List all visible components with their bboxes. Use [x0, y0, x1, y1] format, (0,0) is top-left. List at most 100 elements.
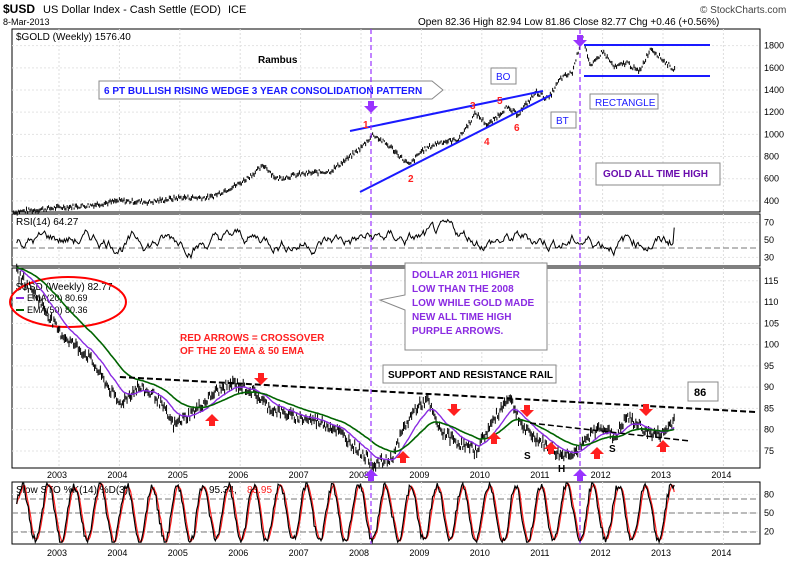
y-tick-label: 50	[764, 508, 774, 518]
gold-price-series	[13, 35, 676, 216]
y-tick-label: 95	[764, 361, 774, 371]
hs-head: H	[558, 464, 565, 475]
year-label: 2005	[168, 548, 188, 558]
hs-right-shoulder: S	[609, 444, 616, 455]
dollar-2011-low-arrow	[573, 469, 587, 481]
year-label: 2005	[168, 470, 188, 480]
year-label: 2012	[591, 470, 611, 480]
rectangle-label: RECTANGLE	[595, 98, 656, 109]
year-label: 2004	[107, 548, 127, 558]
rsi-line	[16, 218, 675, 260]
dollar-text-line-5: PURPLE ARROWS.	[412, 326, 504, 337]
y-tick-label: 400	[764, 196, 779, 206]
year-label: 2014	[711, 548, 731, 558]
dollar-text-line-4: NEW ALL TIME HIGH	[412, 312, 511, 323]
y-tick-label: 70	[764, 218, 774, 228]
x-axis-labels: 2003 2003 2004 2004 2005 2005 2006 2006 2007 2007…	[47, 470, 731, 558]
crossover-arrow	[639, 404, 653, 416]
wedge-point-5: 5	[497, 96, 503, 107]
year-label: 2008	[349, 470, 369, 480]
ema20-line	[16, 267, 675, 461]
year-label: 2007	[289, 470, 309, 480]
resistance-rail	[119, 376, 757, 413]
dollar-text-line-1: DOLLAR 2011 HIGHER	[412, 270, 521, 281]
y-tick-label: 100	[764, 340, 779, 350]
crossover-label-2: OF THE 20 EMA & 50 EMA	[180, 346, 304, 357]
rsi-panel-title: RSI(14) 64.27	[16, 217, 79, 228]
y-tick-label: 90	[764, 382, 774, 392]
bt-callout-box	[550, 111, 577, 129]
y-tick-label: 1200	[764, 107, 784, 117]
bo-callout-box	[490, 67, 517, 85]
year-label: 2008	[349, 548, 369, 558]
y-tick-label: 1800	[764, 41, 784, 51]
usd-panel-title: $USD (Weekly) 82.77	[16, 282, 113, 293]
author-label: Rambus	[258, 55, 298, 66]
dollar-text-line-2: LOW THAN THE 2008	[412, 284, 514, 295]
y-tick-label: 600	[764, 174, 779, 184]
y-tick-label: 1000	[764, 129, 784, 139]
wedge-point-4: 4	[484, 137, 490, 148]
crossover-arrow	[590, 447, 604, 459]
bo-label: BO	[496, 72, 511, 83]
crossover-label-1: RED ARROWS = CROSSOVER	[180, 333, 325, 344]
gold-panel-title: $GOLD (Weekly) 1576.40	[16, 32, 131, 43]
chart-date: 8-Mar-2013	[3, 17, 50, 27]
ath-callout-box	[595, 162, 721, 186]
wedge-callout-box	[98, 80, 444, 100]
gold-2008-arrow	[364, 101, 378, 113]
chart-exchange: ICE	[228, 4, 246, 16]
crossover-arrow	[544, 442, 558, 454]
hs-left-shoulder: S	[524, 451, 531, 462]
dollar-text-line-3: LOW WHILE GOLD MADE	[412, 298, 535, 309]
brand-label: © StockCharts.com	[700, 5, 786, 16]
dollar-2008-low-arrow	[364, 469, 378, 481]
y-tick-label: 110	[764, 297, 778, 307]
y-tick-label: 20	[764, 527, 774, 537]
rectangle-callout-box	[589, 93, 659, 110]
wedge-point-3: 3	[470, 101, 476, 112]
y-axis-ticks: 1800 1600 1400 1200 1000 800 600 400 70 50 30 115 11…	[764, 41, 784, 537]
y-tick-label: 800	[764, 152, 779, 162]
y-tick-label: 105	[764, 318, 779, 328]
sto-k-value: 95.34,	[209, 485, 237, 496]
crossover-arrow	[447, 404, 461, 416]
year-label: 2006	[228, 470, 248, 480]
year-label: 2013	[651, 548, 671, 558]
chart-symbol: $USD	[3, 2, 35, 16]
rail-callout-box	[382, 364, 557, 384]
year-label: 2010	[470, 548, 490, 558]
y-tick-label: 115	[764, 276, 778, 286]
year-label: 2009	[409, 470, 429, 480]
ema20-legend: EMA(20) 80.69	[27, 293, 88, 303]
dollar-callout-box	[378, 262, 548, 351]
wedge-upper-line	[349, 90, 544, 132]
y-tick-label: 85	[764, 403, 774, 413]
sto-d-value: 83.95	[247, 485, 272, 496]
ath-label: GOLD ALL TIME HIGH	[603, 169, 708, 180]
y-tick-label: 1400	[764, 85, 784, 95]
year-label: 2003	[47, 548, 67, 558]
ohlc-readout: Open 82.36 High 82.94 Low 81.86 Close 82…	[418, 17, 719, 28]
y-tick-label: 30	[764, 252, 774, 262]
crossover-arrow	[205, 414, 219, 426]
chart-symbol-name: US Dollar Index - Cash Settle (EOD)	[43, 4, 221, 16]
wedge-lower-line	[359, 94, 552, 193]
y-tick-label: 1600	[764, 63, 784, 73]
y-tick-label: 80	[764, 425, 774, 435]
year-label: 2012	[591, 548, 611, 558]
year-label: 2004	[107, 470, 127, 480]
year-label: 2014	[711, 470, 731, 480]
ema50-line	[16, 266, 675, 453]
arrow-markers	[205, 35, 670, 481]
crossover-arrow	[656, 440, 670, 452]
year-label: 2009	[409, 548, 429, 558]
y-tick-label: 50	[764, 235, 774, 245]
year-label: 2010	[470, 470, 490, 480]
y-tick-label: 75	[764, 446, 774, 456]
wedge-point-1: 1	[363, 120, 369, 131]
year-label: 2007	[289, 548, 309, 558]
year-label: 2011	[530, 548, 549, 558]
sto-k-line	[16, 481, 675, 545]
